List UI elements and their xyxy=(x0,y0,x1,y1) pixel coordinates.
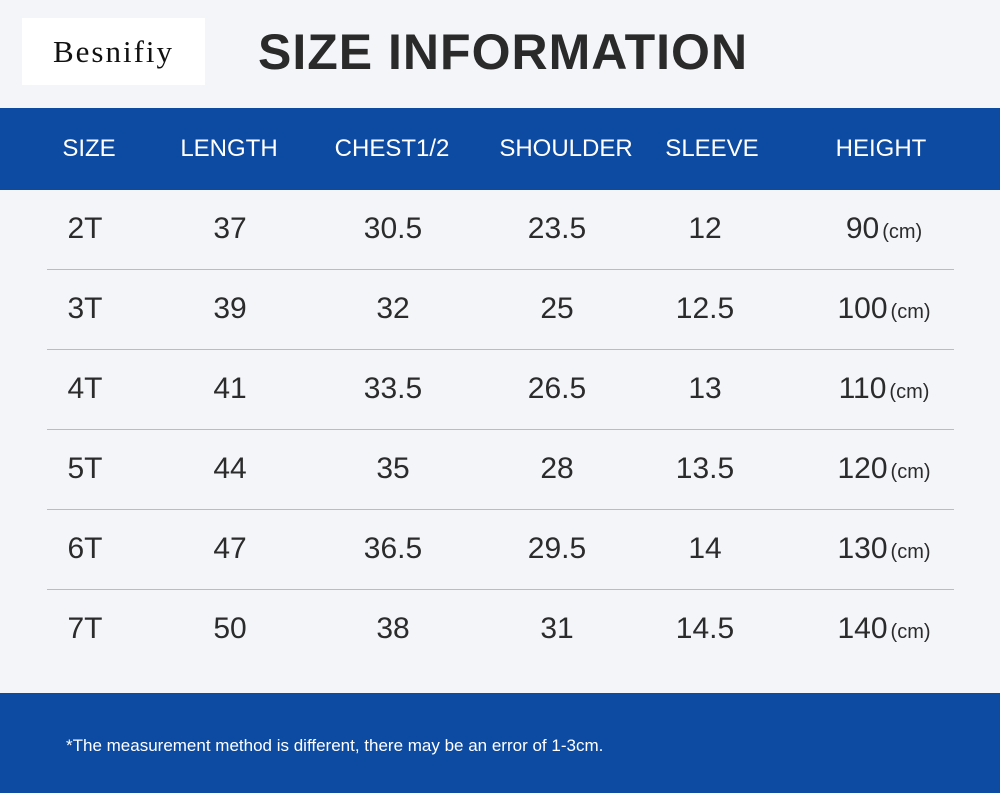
page-title: SIZE INFORMATION xyxy=(258,24,749,80)
table-cell: 38 xyxy=(376,612,410,645)
height-cell: 120 (cm) xyxy=(837,452,930,486)
table-cell: 29.5 xyxy=(527,532,587,565)
table-cell: 28 xyxy=(540,452,574,485)
table-cell: 2T xyxy=(67,212,103,245)
height-unit: (cm) xyxy=(890,301,931,323)
column-header: SIZE xyxy=(62,135,116,162)
brand-logo: Besnifiy xyxy=(22,18,205,85)
table-cell: 5T xyxy=(67,452,103,485)
height-unit: (cm) xyxy=(890,461,931,483)
row-divider xyxy=(47,429,954,430)
table-cell: 25 xyxy=(540,292,574,325)
table-cell: 44 xyxy=(213,452,247,485)
table-cell: 31 xyxy=(540,612,574,645)
table-cell: 3T xyxy=(67,292,103,325)
table-cell: 47 xyxy=(213,532,247,565)
row-divider xyxy=(47,349,954,350)
height-cell: 130 (cm) xyxy=(837,532,930,566)
height-value: 100 xyxy=(837,292,888,325)
table-cell: 35 xyxy=(376,452,410,485)
table-cell: 12 xyxy=(688,212,722,245)
table-cell: 12.5 xyxy=(675,292,735,325)
column-header: SLEEVE xyxy=(665,135,759,162)
table-cell: 6T xyxy=(67,532,103,565)
table-cell: 50 xyxy=(213,612,247,645)
footer-note: *The measurement method is different, th… xyxy=(66,736,604,755)
height-unit: (cm) xyxy=(889,381,930,403)
row-divider xyxy=(47,509,954,510)
table-cell: 32 xyxy=(376,292,410,325)
height-value: 120 xyxy=(837,452,888,485)
table-cell: 4T xyxy=(67,372,103,405)
height-value: 130 xyxy=(837,532,888,565)
height-unit: (cm) xyxy=(890,621,931,643)
column-header: CHEST1/2 xyxy=(334,135,450,162)
height-cell: 100 (cm) xyxy=(837,292,930,326)
table-cell: 13.5 xyxy=(675,452,735,485)
table-cell: 13 xyxy=(688,372,722,405)
table-cell: 14.5 xyxy=(675,612,735,645)
column-header: LENGTH xyxy=(180,135,278,162)
height-cell: 110 (cm) xyxy=(839,372,930,406)
table-cell: 30.5 xyxy=(363,212,423,245)
table-cell: 39 xyxy=(213,292,247,325)
footer-band xyxy=(0,693,1000,793)
height-value: 140 xyxy=(837,612,888,645)
table-cell: 26.5 xyxy=(527,372,587,405)
table-cell: 36.5 xyxy=(363,532,423,565)
height-value: 90 xyxy=(845,212,880,245)
table-cell: 41 xyxy=(213,372,247,405)
row-divider xyxy=(47,589,954,590)
height-unit: (cm) xyxy=(890,541,931,563)
height-unit: (cm) xyxy=(882,221,923,243)
row-divider xyxy=(47,269,954,270)
table-cell: 33.5 xyxy=(363,372,423,405)
header-band xyxy=(0,108,1000,190)
height-value: 110 xyxy=(838,372,887,405)
column-header: HEIGHT xyxy=(835,135,927,162)
height-cell: 140 (cm) xyxy=(837,612,930,646)
table-cell: 14 xyxy=(688,532,722,565)
column-header: SHOULDER xyxy=(499,135,633,162)
table-cell: 37 xyxy=(213,212,247,245)
table-cell: 23.5 xyxy=(527,212,587,245)
height-cell: 90 (cm) xyxy=(846,212,922,246)
table-cell: 7T xyxy=(67,612,103,645)
